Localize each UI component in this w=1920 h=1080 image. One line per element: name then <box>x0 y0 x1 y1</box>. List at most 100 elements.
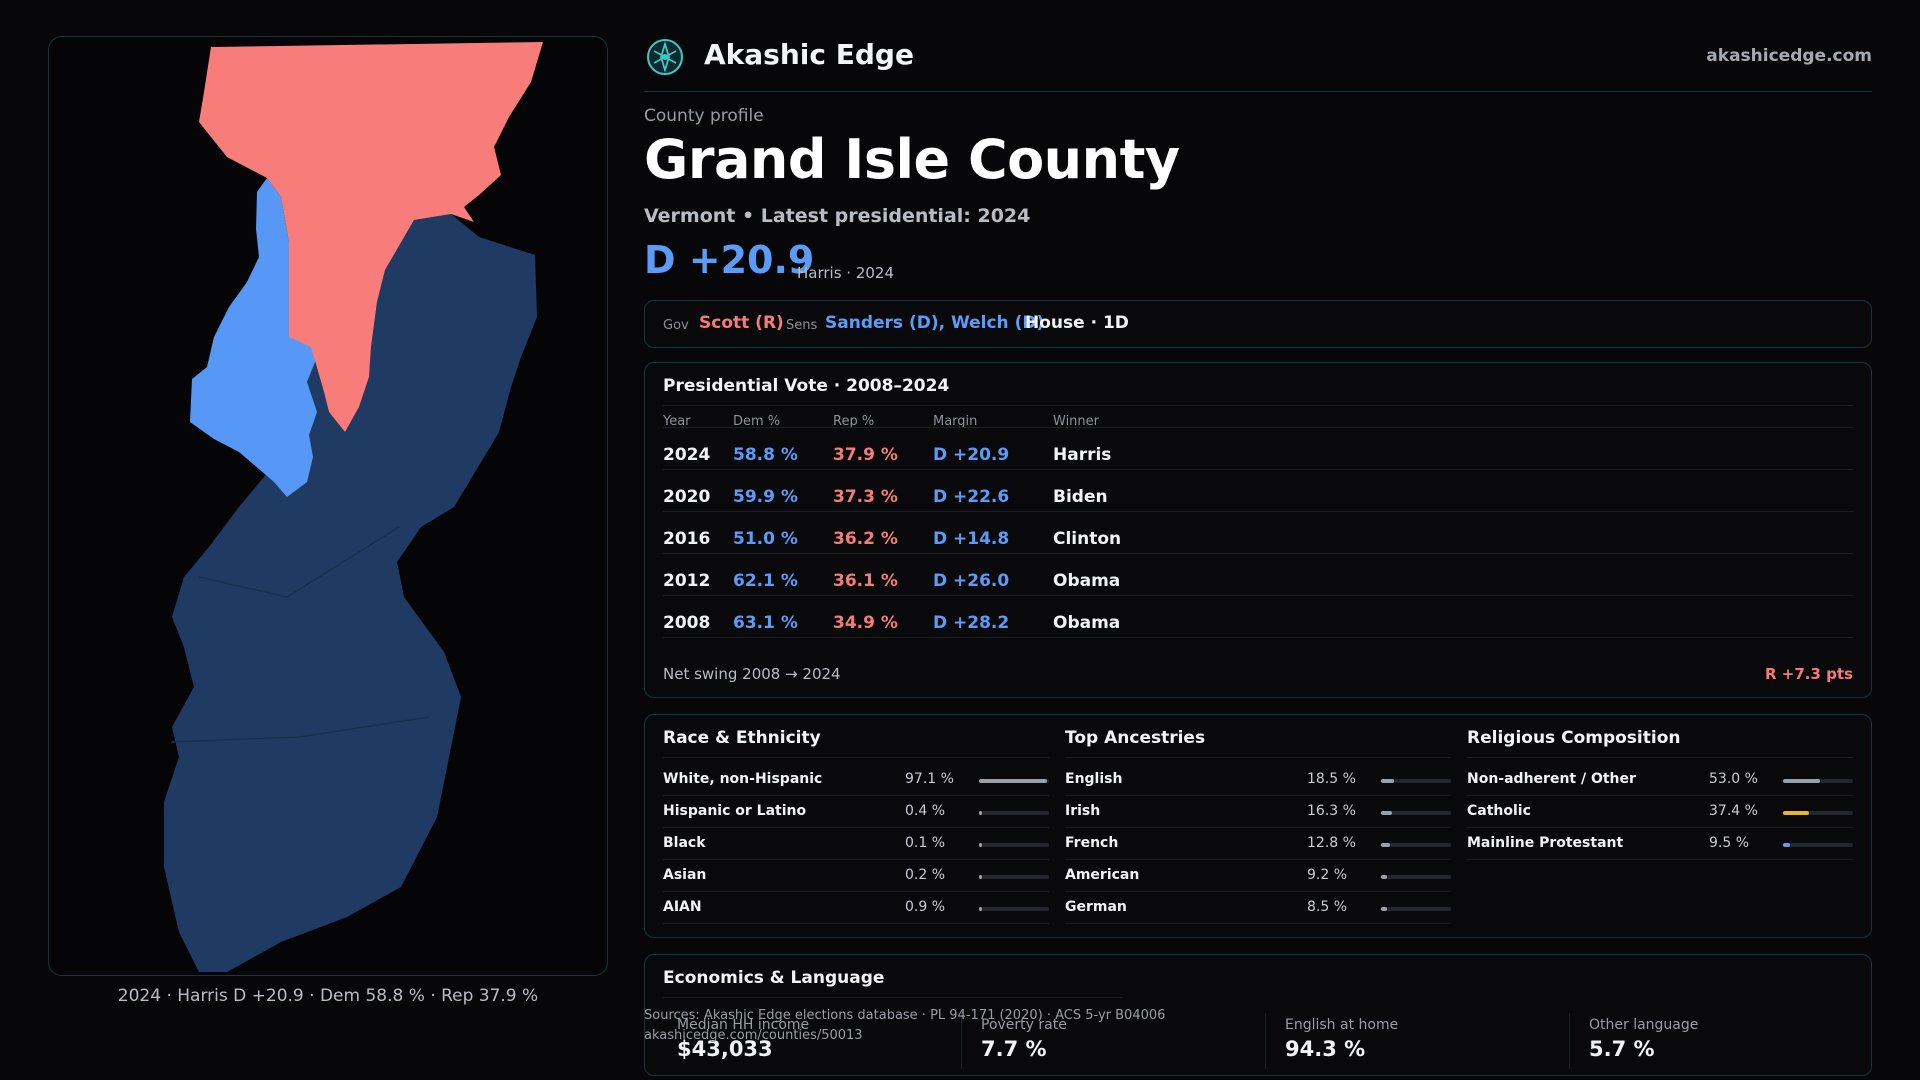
race-pct: 0.9 % <box>905 899 946 915</box>
col-header-rep: Rep % <box>833 414 875 429</box>
ancestry-label: French <box>1065 835 1119 851</box>
ancestry-pct: 9.2 % <box>1307 867 1348 883</box>
ancestry-bar-fill <box>1381 907 1387 911</box>
religion-label: Mainline Protestant <box>1467 835 1624 851</box>
cell-winner: Obama <box>1053 571 1121 591</box>
race-bar-track <box>979 875 1049 879</box>
ancestry-bar-track <box>1381 779 1451 783</box>
cell-rep-pct: 34.9 % <box>833 613 898 633</box>
ancestry-bar-fill <box>1381 843 1390 847</box>
cell-winner: Clinton <box>1053 529 1122 549</box>
race-bar-track <box>979 811 1049 815</box>
divider <box>1569 1013 1570 1069</box>
cell-rep-pct: 37.9 % <box>833 445 898 465</box>
site-link[interactable]: akashicedge.com <box>1706 46 1872 66</box>
map-region-dem-dark[interactable] <box>164 214 537 972</box>
brand-name[interactable]: Akashic Edge <box>704 38 914 71</box>
divider <box>663 595 1853 596</box>
ancestry-pct: 8.5 % <box>1307 899 1348 915</box>
cell-dem-pct: 63.1 % <box>733 613 798 633</box>
race-bar-fill <box>979 843 982 847</box>
divider <box>663 511 1853 512</box>
cell-rep-pct: 36.1 % <box>833 571 898 591</box>
map-region-rep[interactable] <box>199 42 543 432</box>
economics-label: Other language <box>1589 1017 1699 1033</box>
sources-line: Sources: Akashic Edge elections database… <box>644 1008 1166 1023</box>
cell-year: 2012 <box>663 571 711 591</box>
divider <box>1467 795 1853 796</box>
sens-value: Sanders (D), Welch (D) <box>825 313 1045 333</box>
sens-label: Sens <box>786 318 818 333</box>
religion-bar-track <box>1783 779 1853 783</box>
cell-margin: D +20.9 <box>933 445 1010 465</box>
religion-title: Religious Composition <box>1467 728 1681 748</box>
eyebrow-label: County profile <box>644 106 764 126</box>
presidential-card: Presidential Vote · 2008–2024 Year Dem %… <box>644 362 1872 698</box>
house-value: House · 1D <box>1025 313 1129 333</box>
sources-url[interactable]: akashicedge.com/counties/50013 <box>644 1028 863 1043</box>
cell-year: 2008 <box>663 613 711 633</box>
race-bar-fill <box>979 811 982 815</box>
gov-label: Gov <box>663 318 689 333</box>
demographics-card: Race & Ethnicity Top Ancestries Religiou… <box>644 714 1872 938</box>
religion-label: Non-adherent / Other <box>1467 771 1636 787</box>
cell-margin: D +22.6 <box>933 487 1010 507</box>
economics-card: Economics & Language Median HH income $43… <box>644 954 1872 1076</box>
race-label: Asian <box>663 867 707 883</box>
ancestry-bar-fill <box>1381 875 1388 879</box>
cell-margin: D +26.0 <box>933 571 1010 591</box>
ancestry-bar-track <box>1381 907 1451 911</box>
ancestry-pct: 16.3 % <box>1307 803 1356 819</box>
divider <box>961 1013 962 1069</box>
religion-bar-track <box>1783 811 1853 815</box>
ancestry-bar-fill <box>1381 811 1393 815</box>
divider <box>663 553 1853 554</box>
cell-winner: Harris <box>1053 445 1112 465</box>
cell-dem-pct: 51.0 % <box>733 529 798 549</box>
cell-dem-pct: 58.8 % <box>733 445 798 465</box>
ancestry-label: German <box>1065 899 1127 915</box>
cell-margin: D +14.8 <box>933 529 1010 549</box>
ancestry-label: Irish <box>1065 803 1101 819</box>
officials-card: Gov Scott (R) Sens Sanders (D), Welch (D… <box>644 300 1872 348</box>
divider <box>663 923 1049 924</box>
net-swing-label: Net swing 2008 → 2024 <box>663 665 841 683</box>
gov-value: Scott (R) <box>699 313 784 333</box>
race-title: Race & Ethnicity <box>663 728 821 748</box>
divider <box>1467 827 1853 828</box>
divider <box>663 427 1853 428</box>
divider <box>1265 1013 1266 1069</box>
presidential-title: Presidential Vote · 2008–2024 <box>663 376 950 396</box>
headline-margin-note: Harris · 2024 <box>797 264 895 282</box>
col-header-dem: Dem % <box>733 414 781 429</box>
divider <box>663 795 1049 796</box>
economics-value: 94.3 % <box>1285 1037 1366 1061</box>
race-label: AIAN <box>663 899 702 915</box>
map-boundary-line <box>198 526 400 598</box>
religion-pct: 37.4 % <box>1709 803 1758 819</box>
cell-year: 2020 <box>663 487 711 507</box>
divider <box>1065 859 1451 860</box>
col-header-year: Year <box>663 414 691 429</box>
page-subtitle: Vermont • Latest presidential: 2024 <box>644 205 1031 227</box>
race-pct: 0.4 % <box>905 803 946 819</box>
race-pct: 0.1 % <box>905 835 946 851</box>
compass-logo-icon[interactable] <box>646 38 684 76</box>
economics-title: Economics & Language <box>663 968 885 988</box>
ancestry-label: American <box>1065 867 1140 883</box>
ancestry-pct: 18.5 % <box>1307 771 1356 787</box>
divider <box>1065 891 1451 892</box>
cell-winner: Biden <box>1053 487 1108 507</box>
economics-value: 7.7 % <box>981 1037 1047 1061</box>
divider <box>1065 827 1451 828</box>
economics-label: Median HH income <box>677 1017 810 1033</box>
race-bar-track <box>979 779 1049 783</box>
divider <box>663 859 1049 860</box>
divider <box>663 891 1049 892</box>
religion-pct: 9.5 % <box>1709 835 1750 851</box>
map-region-dem-light[interactable] <box>190 178 321 497</box>
race-pct: 0.2 % <box>905 867 946 883</box>
cell-rep-pct: 36.2 % <box>833 529 898 549</box>
cell-dem-pct: 59.9 % <box>733 487 798 507</box>
col-header-winner: Winner <box>1053 414 1100 429</box>
